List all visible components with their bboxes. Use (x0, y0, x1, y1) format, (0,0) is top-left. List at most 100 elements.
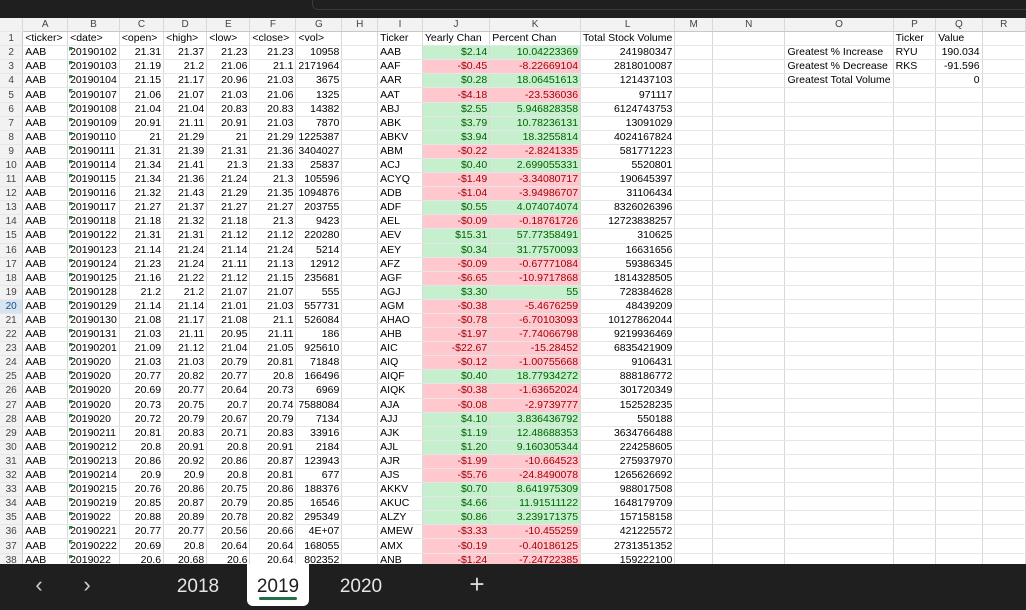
cell[interactable]: Greatest % Decrease (784, 59, 894, 75)
cell[interactable] (712, 243, 786, 258)
cell[interactable] (341, 383, 379, 399)
cell[interactable]: 5214 (295, 243, 343, 258)
row-header[interactable]: 6 (0, 102, 24, 117)
cell[interactable]: 6835421909 (580, 341, 676, 357)
cell[interactable] (982, 482, 1026, 498)
row-header[interactable]: 29 (0, 426, 24, 441)
row-header[interactable]: 10 (0, 158, 24, 174)
cell[interactable] (712, 271, 786, 286)
cell[interactable] (674, 553, 713, 564)
cell[interactable] (893, 186, 937, 202)
cell[interactable] (935, 299, 983, 314)
cell[interactable] (893, 172, 937, 188)
cell[interactable]: 20190130 (67, 313, 120, 329)
cell[interactable]: 8326026396 (580, 200, 676, 216)
cell[interactable]: 12.48688353 (489, 426, 582, 441)
row-header[interactable]: 38 (0, 553, 24, 564)
cell[interactable]: 3675 (295, 73, 343, 89)
cell[interactable]: 20.77 (206, 369, 251, 385)
row-header[interactable]: 25 (0, 369, 24, 385)
cell[interactable]: <high> (163, 31, 208, 47)
cell[interactable] (982, 214, 1026, 230)
cell[interactable]: -7.24722385 (489, 553, 582, 564)
cell[interactable] (893, 200, 937, 216)
cell[interactable] (893, 482, 937, 498)
cell[interactable]: 7870 (295, 116, 343, 131)
cell[interactable] (784, 228, 894, 244)
cell[interactable]: 4E+07 (295, 524, 343, 540)
cell[interactable]: $15.31 (422, 228, 491, 244)
cell[interactable] (935, 116, 983, 131)
cell[interactable]: 20190108 (67, 102, 120, 117)
cell[interactable]: Greatest Total Volume (784, 73, 894, 89)
cell[interactable]: 971117 (580, 87, 676, 103)
cell[interactable]: 168055 (295, 538, 343, 554)
cell[interactable] (341, 412, 379, 427)
cell[interactable]: 21.06 (206, 59, 251, 75)
cell[interactable] (341, 299, 379, 314)
cell[interactable]: ACJ (377, 158, 423, 174)
cell[interactable]: -$1.99 (422, 454, 491, 470)
cell[interactable] (341, 468, 379, 484)
cell[interactable] (893, 355, 937, 371)
cell[interactable]: <low> (206, 31, 251, 47)
cell[interactable]: 14382 (295, 102, 343, 117)
cell[interactable]: 21.3 (249, 172, 297, 188)
sheet-tab-2019[interactable]: 2019 (247, 564, 309, 606)
cell[interactable]: 10.78236131 (489, 116, 582, 131)
cell[interactable]: AAB (22, 313, 69, 329)
cell[interactable]: AAB (22, 553, 69, 564)
cell[interactable]: -15.28452 (489, 341, 582, 357)
cell[interactable]: -24.8490078 (489, 468, 582, 484)
cell[interactable]: 20.91 (206, 116, 251, 131)
cell[interactable] (893, 130, 937, 145)
cell[interactable]: 20.86 (119, 454, 165, 470)
cell[interactable]: 21.03 (119, 355, 165, 371)
row-header[interactable]: 36 (0, 524, 24, 540)
cell[interactable] (674, 214, 713, 230)
column-header-r[interactable]: R (982, 18, 1026, 33)
cell[interactable]: AAB (22, 341, 69, 357)
cell[interactable] (712, 285, 786, 300)
cell[interactable]: 21.31 (119, 228, 165, 244)
cell[interactable]: 0 (935, 73, 983, 89)
cell[interactable]: 21.23 (206, 45, 251, 61)
cell[interactable] (784, 130, 894, 145)
cell[interactable] (341, 454, 379, 470)
cell[interactable]: 20.79 (249, 412, 297, 427)
column-header-n[interactable]: N (712, 18, 786, 33)
cell[interactable] (341, 158, 379, 174)
cell[interactable]: $0.34 (422, 243, 491, 258)
select-all-corner[interactable] (0, 18, 24, 33)
cell[interactable] (935, 172, 983, 188)
cell[interactable]: 20.6 (119, 553, 165, 564)
cell[interactable]: 18.3255814 (489, 130, 582, 145)
cell[interactable] (712, 454, 786, 470)
cell[interactable]: 20190110 (67, 130, 120, 145)
cell[interactable] (341, 524, 379, 540)
cell[interactable] (784, 31, 894, 47)
cell[interactable]: -10.664523 (489, 454, 582, 470)
cell[interactable]: 190645397 (580, 172, 676, 188)
cell[interactable] (784, 144, 894, 159)
cell[interactable] (341, 87, 379, 103)
cell[interactable]: AAB (22, 130, 69, 145)
cell[interactable] (674, 524, 713, 540)
cell[interactable]: 275937970 (580, 454, 676, 470)
cell[interactable]: -10.455259 (489, 524, 582, 540)
cell[interactable] (982, 257, 1026, 272)
cell[interactable]: 3404027 (295, 144, 343, 159)
cell[interactable]: 190.034 (935, 45, 983, 61)
cell[interactable] (893, 383, 937, 399)
cell[interactable]: 21.22 (163, 271, 208, 286)
cell[interactable]: -23.536036 (489, 87, 582, 103)
cell[interactable] (341, 496, 379, 512)
cell[interactable]: 21.11 (249, 327, 297, 343)
cell[interactable]: 20.64 (249, 538, 297, 554)
cell[interactable]: 2818010087 (580, 59, 676, 75)
cell[interactable] (935, 186, 983, 202)
cell[interactable]: 21.31 (163, 228, 208, 244)
cell[interactable]: 20.82 (249, 510, 297, 526)
cell[interactable] (712, 73, 786, 89)
column-header-h[interactable]: H (341, 18, 379, 33)
